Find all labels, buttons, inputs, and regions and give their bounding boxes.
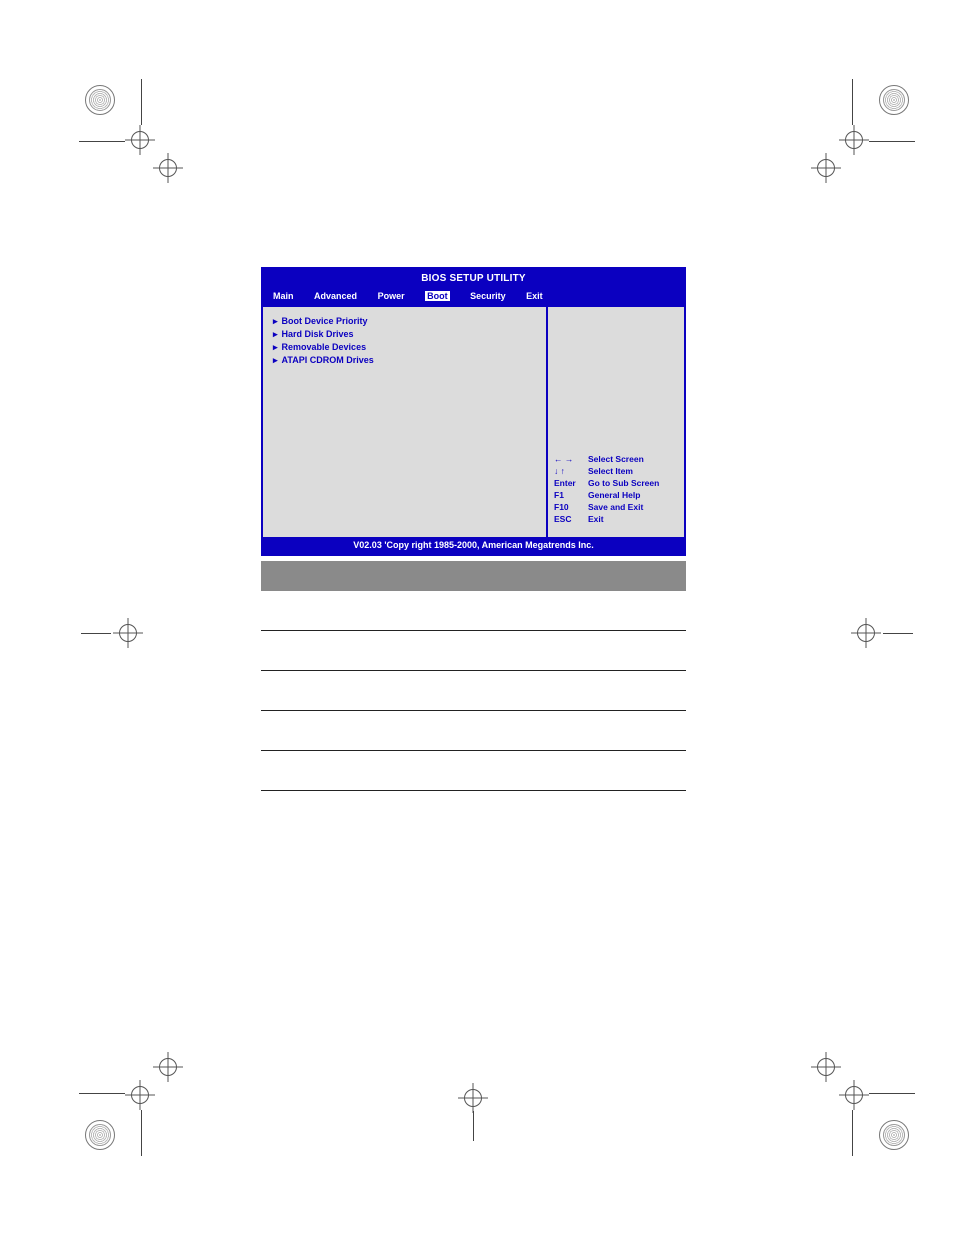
bios-title: BIOS SETUP UTILITY [263, 269, 684, 289]
menu-exit[interactable]: Exit [526, 291, 543, 301]
item-atapi-cdrom-drives[interactable]: ATAPI CDROM Drives [273, 354, 536, 367]
crop-mark-bottom-left [85, 1060, 175, 1150]
menu-security[interactable]: Security [470, 291, 506, 301]
help-row: ESC Exit [554, 513, 659, 525]
divider-line [261, 790, 686, 791]
help-key: ESC [554, 513, 588, 525]
item-boot-device-priority[interactable]: Boot Device Priority [273, 315, 536, 328]
help-desc: Go to Sub Screen [588, 477, 659, 489]
crop-mark-bottom-center [430, 1055, 520, 1145]
menu-advanced[interactable]: Advanced [314, 291, 357, 301]
help-key: Enter [554, 477, 588, 489]
help-row: F1 General Help [554, 489, 659, 501]
menu-power[interactable]: Power [378, 291, 405, 301]
help-row: ← → Select Screen [554, 453, 659, 465]
bios-help-block: ← → Select Screen ↓ ↑ Select Item Enter … [554, 453, 659, 525]
menu-main[interactable]: Main [273, 291, 294, 301]
crop-mark-top-left [85, 85, 175, 175]
help-desc: Save and Exit [588, 501, 643, 513]
bios-footer: V02.03 'Copy right 1985-2000, American M… [263, 537, 684, 554]
help-key: ↓ ↑ [554, 465, 588, 477]
crop-mark-bottom-right [819, 1060, 909, 1150]
crop-mark-top-right [819, 85, 909, 175]
crop-mark-mid-right [819, 590, 909, 680]
divider-line [261, 710, 686, 711]
help-desc: General Help [588, 489, 640, 501]
bios-body: Boot Device Priority Hard Disk Drives Re… [263, 305, 684, 537]
item-hard-disk-drives[interactable]: Hard Disk Drives [273, 328, 536, 341]
help-key: F10 [554, 501, 588, 513]
help-key: F1 [554, 489, 588, 501]
section-header-bar [261, 561, 686, 591]
bios-setup-window: BIOS SETUP UTILITY Main Advanced Power B… [261, 267, 686, 556]
divider-line [261, 750, 686, 751]
item-removable-devices[interactable]: Removable Devices [273, 341, 536, 354]
divider-line [261, 670, 686, 671]
help-desc: Select Screen [588, 453, 644, 465]
help-desc: Exit [588, 513, 604, 525]
menu-boot[interactable]: Boot [425, 291, 450, 301]
help-row: Enter Go to Sub Screen [554, 477, 659, 489]
help-desc: Select Item [588, 465, 633, 477]
help-key: ← → [554, 453, 588, 465]
bios-help-pane: ← → Select Screen ↓ ↑ Select Item Enter … [548, 307, 684, 537]
help-row: ↓ ↑ Select Item [554, 465, 659, 477]
bios-menubar: Main Advanced Power Boot Security Exit [263, 289, 684, 305]
divider-line [261, 630, 686, 631]
bios-left-pane: Boot Device Priority Hard Disk Drives Re… [263, 307, 548, 537]
crop-mark-mid-left [85, 590, 175, 680]
help-row: F10 Save and Exit [554, 501, 659, 513]
